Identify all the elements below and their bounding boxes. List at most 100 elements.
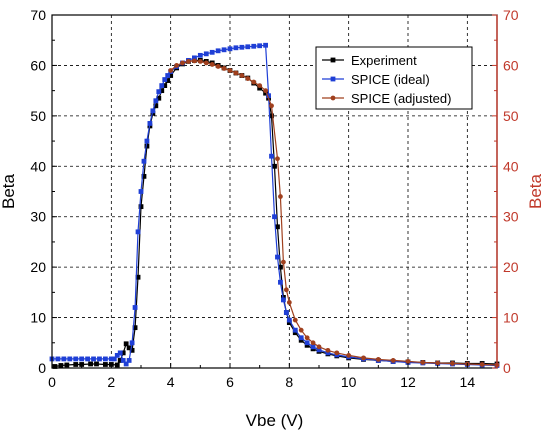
data-point — [316, 347, 322, 353]
y-tick-label-right: 70 — [503, 7, 519, 23]
data-point — [97, 356, 102, 362]
data-point — [162, 83, 168, 88]
data-point — [375, 357, 381, 362]
data-point — [286, 317, 292, 323]
y-axis-title: Beta — [0, 173, 18, 209]
data-point — [132, 325, 138, 331]
y-tick-label-right: 40 — [503, 158, 519, 174]
data-point — [257, 85, 263, 91]
data-point — [120, 358, 126, 363]
data-point — [263, 88, 268, 94]
data-point — [156, 95, 162, 101]
data-point — [91, 356, 96, 362]
data-point — [298, 335, 304, 341]
data-point — [64, 362, 70, 368]
y-tick-label-right: 20 — [503, 259, 519, 275]
data-point — [215, 64, 221, 69]
data-point — [227, 68, 233, 73]
data-point — [129, 340, 135, 346]
data-point — [263, 42, 268, 48]
data-point — [135, 229, 141, 235]
data-point — [215, 48, 221, 54]
data-point — [165, 73, 171, 78]
data-point — [245, 44, 251, 50]
data-point — [153, 98, 159, 104]
data-point — [73, 362, 79, 367]
legend-box — [315, 46, 473, 110]
y-tick-label: 60 — [30, 57, 46, 73]
x-tick-label: 6 — [226, 374, 234, 390]
data-point — [272, 163, 277, 169]
y-tick-label-right: 0 — [503, 360, 511, 376]
data-point — [114, 352, 120, 358]
data-point — [269, 113, 274, 119]
data-point — [450, 361, 455, 366]
data-point — [239, 44, 245, 50]
y-tick-label: 40 — [30, 158, 46, 174]
data-point — [310, 344, 316, 350]
data-point — [168, 68, 174, 73]
data-point — [111, 356, 117, 362]
data-point — [283, 310, 289, 315]
data-point — [159, 83, 165, 88]
data-point — [52, 364, 58, 369]
data-point — [79, 356, 85, 362]
data-point — [55, 356, 61, 362]
data-point — [150, 108, 156, 114]
data-point — [310, 340, 316, 346]
x-tick-label: 4 — [167, 374, 175, 390]
data-point — [251, 43, 257, 49]
x-axis-title: Vbe (V) — [246, 411, 304, 430]
data-point — [304, 335, 310, 341]
data-point — [292, 330, 298, 336]
data-point — [292, 317, 298, 323]
data-point — [278, 194, 283, 199]
data-point — [108, 356, 114, 362]
data-point — [281, 297, 286, 303]
data-point — [233, 70, 239, 76]
data-point — [67, 356, 73, 362]
data-point — [94, 361, 99, 367]
data-point — [120, 350, 126, 356]
data-point — [334, 350, 340, 356]
data-point — [346, 352, 352, 358]
y-tick-label: 30 — [30, 209, 46, 225]
data-point — [209, 62, 215, 67]
data-point — [435, 360, 441, 366]
data-point — [132, 305, 138, 310]
data-point — [316, 344, 322, 350]
data-point — [141, 173, 147, 179]
y-tick-label-right: 50 — [503, 108, 519, 124]
data-point — [129, 347, 135, 353]
legend-label: SPICE (adjusted) — [351, 91, 451, 106]
data-point — [209, 49, 215, 55]
data-point — [278, 264, 283, 270]
data-point — [304, 342, 310, 348]
data-point — [168, 73, 174, 78]
y-tick-label: 0 — [38, 360, 46, 376]
y-tick-label-right: 30 — [503, 209, 519, 225]
legend: Experiment SPICE (ideal) SPICE (adjusted) — [315, 46, 473, 110]
data-point — [126, 345, 132, 351]
data-point — [278, 279, 283, 285]
data-point — [361, 355, 366, 361]
data-point — [275, 156, 280, 162]
data-point — [251, 79, 257, 85]
data-point — [126, 358, 132, 363]
data-point — [221, 66, 227, 71]
data-point — [117, 358, 123, 363]
data-point — [114, 362, 120, 368]
y-tick-label-right: 10 — [503, 310, 519, 326]
data-point — [221, 47, 227, 53]
data-point — [263, 90, 268, 96]
x-tick-label: 0 — [48, 374, 56, 390]
y-tick-label: 20 — [30, 259, 46, 275]
data-point — [138, 189, 144, 194]
legend-label: Experiment — [351, 53, 417, 68]
series-2 — [168, 58, 500, 368]
y-axis-title-right: Beta — [526, 173, 545, 209]
data-point — [162, 77, 168, 82]
data-point — [79, 362, 85, 367]
data-point — [73, 356, 79, 362]
